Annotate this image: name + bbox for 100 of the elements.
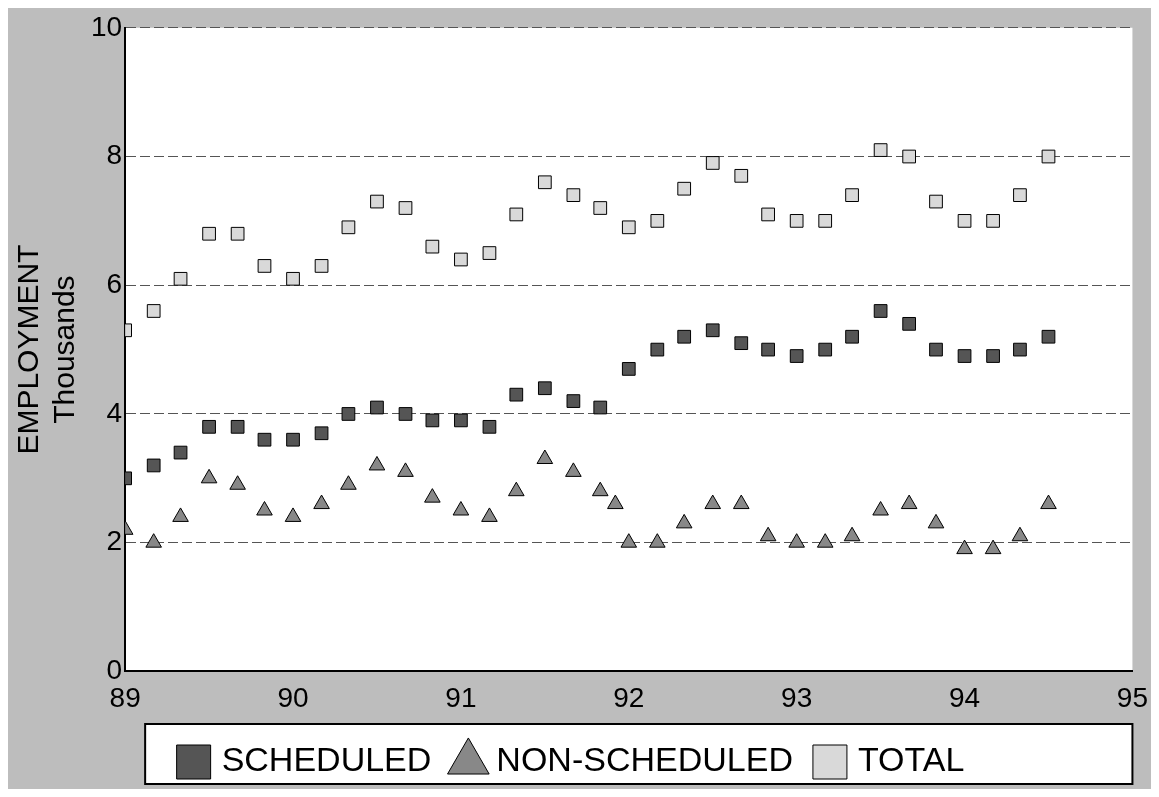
point <box>566 394 581 408</box>
x-tick-label: 93 <box>781 681 813 713</box>
point <box>649 533 666 548</box>
point <box>1041 149 1056 164</box>
point <box>202 226 216 241</box>
point <box>788 533 805 548</box>
point <box>341 220 356 235</box>
point <box>425 413 440 428</box>
legend-label: TOTAL <box>857 740 965 779</box>
point <box>230 419 245 434</box>
point <box>481 507 498 522</box>
point <box>200 468 218 484</box>
point <box>566 188 581 202</box>
y-tick-label: 2 <box>106 525 123 557</box>
point <box>537 175 552 190</box>
y-tick-label: 6 <box>106 267 123 299</box>
point <box>397 462 414 477</box>
point <box>146 458 161 473</box>
point <box>789 349 804 363</box>
point <box>398 201 413 215</box>
point <box>257 259 272 273</box>
x-tick-label: 90 <box>277 681 309 713</box>
point <box>873 304 888 318</box>
point <box>229 475 246 490</box>
legend-label: SCHEDULED <box>221 740 432 779</box>
point <box>734 336 749 351</box>
point <box>927 513 945 529</box>
point <box>313 494 330 510</box>
point <box>929 194 943 209</box>
y-tick-label: 4 <box>106 396 123 428</box>
point <box>145 533 162 548</box>
point <box>675 513 693 529</box>
point <box>957 214 972 228</box>
point <box>314 426 329 441</box>
point <box>509 207 524 222</box>
point <box>704 494 722 510</box>
point <box>607 494 624 510</box>
point <box>370 194 384 209</box>
point <box>818 342 833 357</box>
point <box>340 475 357 490</box>
point <box>621 362 636 376</box>
point <box>398 407 413 421</box>
point <box>537 381 552 396</box>
point <box>1011 526 1029 542</box>
point <box>621 220 636 235</box>
point <box>284 507 302 522</box>
point <box>956 539 973 555</box>
point <box>341 407 356 421</box>
point <box>873 143 888 157</box>
point <box>1013 188 1027 202</box>
legend-label: NON-SCHEDULED <box>496 740 793 779</box>
point <box>368 455 386 471</box>
point <box>509 387 524 402</box>
point <box>1013 342 1027 357</box>
point <box>984 539 1002 555</box>
y-tick-label: 8 <box>106 139 123 171</box>
point <box>986 349 1000 363</box>
point <box>454 413 468 428</box>
point <box>257 432 272 447</box>
x-tick-label: 95 <box>1116 681 1149 713</box>
point <box>677 181 692 196</box>
x-tick-label: 94 <box>948 681 981 713</box>
x-tick-label: 92 <box>613 681 645 713</box>
x-tick-label: 91 <box>445 681 477 713</box>
point <box>173 271 188 286</box>
point <box>536 449 554 465</box>
point <box>286 271 300 286</box>
point <box>482 419 497 434</box>
point <box>482 246 497 260</box>
point <box>593 400 608 415</box>
point <box>845 188 859 202</box>
point <box>677 329 692 344</box>
point <box>620 533 638 548</box>
point <box>173 445 188 460</box>
point <box>957 349 972 363</box>
point <box>732 494 750 510</box>
point <box>900 494 918 510</box>
point <box>843 526 861 542</box>
point <box>929 342 943 357</box>
point <box>370 400 384 415</box>
point <box>734 168 749 183</box>
point <box>902 316 917 331</box>
y-axis-title: EMPLOYMENT Thousands <box>11 244 81 455</box>
point <box>565 462 582 477</box>
point <box>424 488 441 503</box>
point <box>650 214 665 228</box>
point <box>650 342 665 357</box>
point <box>425 239 440 254</box>
point <box>256 501 273 516</box>
point <box>508 481 525 497</box>
point <box>230 226 245 241</box>
point <box>314 259 329 273</box>
point <box>845 329 859 344</box>
point <box>705 323 720 338</box>
point <box>454 252 468 267</box>
point <box>172 507 189 522</box>
point <box>816 533 834 548</box>
point <box>1041 329 1056 344</box>
point <box>986 214 1000 228</box>
point <box>789 214 804 228</box>
